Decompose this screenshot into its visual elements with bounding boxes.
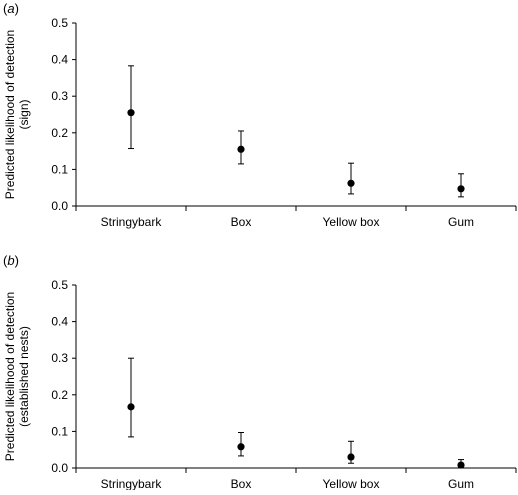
- y-tick-label: 0.0: [51, 199, 68, 213]
- x-tick-label: Gum: [448, 477, 474, 490]
- x-tick-label: Box: [231, 215, 252, 229]
- x-tick-label: Stringybark: [101, 215, 163, 229]
- data-point: [127, 403, 135, 411]
- data-point: [237, 145, 245, 153]
- x-tick-label: Yellow box: [323, 477, 380, 490]
- y-axis-title: Predicted likelihood of detection: [3, 292, 17, 461]
- y-tick-label: 0.3: [51, 89, 68, 103]
- x-tick-label: Box: [231, 477, 252, 490]
- y-axis-subtitle: (sign): [17, 99, 31, 129]
- x-tick-label: Stringybark: [101, 477, 163, 490]
- chart-panel-b: (b) 0.0 0.1 0.2 0.3 0.4 0.5 Stringybark Box Yello…: [3, 253, 517, 491]
- y-tick-label: 0.1: [51, 424, 68, 438]
- y-tick-label: 0.2: [51, 388, 68, 402]
- data-point: [457, 185, 465, 193]
- data-point: [127, 109, 135, 117]
- chart-panel-a: (a) 0.0 0.1 0.2 0.3 0.4 0.5 Stringybark Box Yello…: [3, 1, 517, 229]
- x-tick-label: Yellow box: [323, 215, 380, 229]
- y-axis-subtitle: (established nests): [17, 326, 31, 427]
- panel-label: (a): [3, 1, 19, 16]
- y-tick-label: 0.4: [51, 315, 68, 329]
- panel-label: (b): [3, 253, 19, 268]
- data-point: [347, 179, 355, 187]
- data-point: [457, 461, 465, 469]
- y-tick-label: 0.5: [51, 16, 68, 30]
- y-tick-label: 0.5: [51, 278, 68, 292]
- data-point: [237, 443, 245, 451]
- y-tick-label: 0.0: [51, 461, 68, 475]
- y-tick-label: 0.3: [51, 351, 68, 365]
- y-tick-label: 0.4: [51, 53, 68, 67]
- y-tick-label: 0.2: [51, 126, 68, 140]
- y-tick-label: 0.1: [51, 162, 68, 176]
- x-tick-label: Gum: [448, 215, 474, 229]
- data-point: [347, 453, 355, 461]
- y-axis-title: Predicted likelihood of detection: [3, 30, 17, 199]
